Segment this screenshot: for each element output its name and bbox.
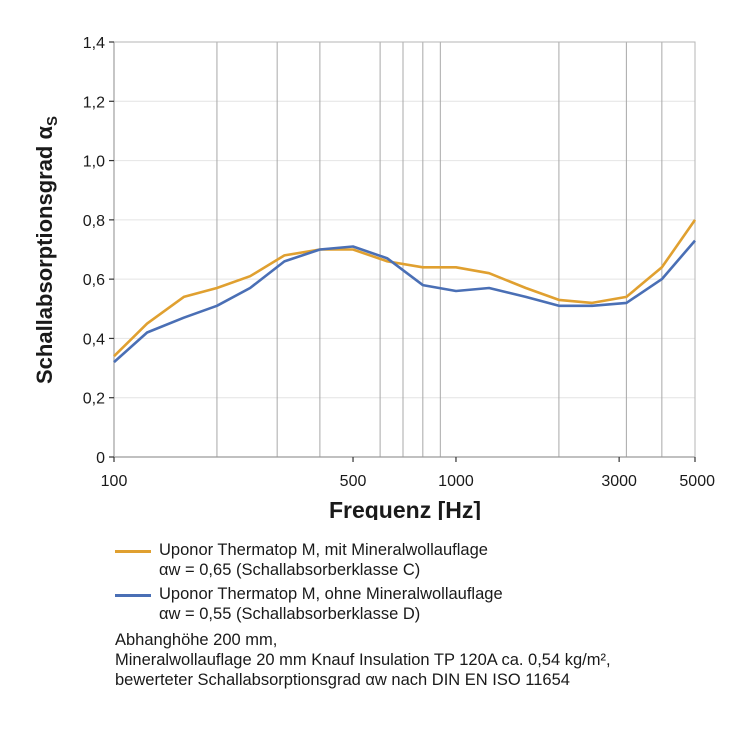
y-tick-label: 0,4 [83, 331, 105, 348]
y-axis-label-main: Schallabsorptionsgrad α [32, 126, 57, 384]
y-axis-ticks: 0 0,2 0,4 0,6 0,8 1,0 1,2 1,4 [83, 35, 114, 467]
y-tick-label: 0,2 [83, 391, 105, 408]
legend-sublabel: αw = 0,55 (Schallabsorberklasse D) [159, 605, 421, 623]
legend-swatch-mit [115, 550, 151, 553]
x-tick-label: 1000 [438, 473, 474, 490]
legend-swatch-ohne [115, 594, 151, 597]
gridlines [113, 42, 695, 458]
x-tick-label: 3000 [601, 473, 637, 490]
y-tick-label: 1,0 [83, 154, 105, 171]
series-line-ohne [113, 239, 696, 364]
x-tick-label: 100 [101, 473, 128, 490]
legend-entry-ohne: Uponor Thermatop M, ohne Mineralwollaufl… [115, 584, 611, 624]
y-tick-label: 0,8 [83, 213, 105, 230]
y-axis-label: Schallabsorptionsgrad αS [32, 116, 61, 384]
y-tick-label: 0,6 [83, 272, 105, 289]
legend-label: Uponor Thermatop M, mit Mineralwollaufla… [159, 541, 488, 559]
y-tick-label: 0 [96, 450, 105, 467]
footnote-line: Abhanghöhe 200 mm, [115, 631, 278, 649]
series-line-mit [113, 219, 697, 358]
legend-sublabel: αw = 0,65 (Schallabsorberklasse C) [159, 561, 421, 579]
absorption-chart: 0 0,2 0,4 0,6 0,8 1,0 1,2 1,4 100 500 1000 3000 500… [32, 35, 715, 520]
series-lines [113, 219, 697, 364]
legend-label: Uponor Thermatop M, ohne Mineralwollaufl… [159, 585, 503, 603]
footnote-line: bewerteter Schallabsorptionsgrad αw nach… [115, 671, 570, 689]
legend: Uponor Thermatop M, mit Mineralwollaufla… [115, 540, 611, 690]
x-axis-label: Frequenz [Hz] [329, 497, 481, 520]
x-tick-label: 500 [340, 473, 367, 490]
y-axis-label-sub: S [44, 116, 61, 126]
y-tick-label: 1,4 [83, 35, 105, 52]
legend-entry-mit: Uponor Thermatop M, mit Mineralwollaufla… [115, 540, 611, 580]
x-tick-label: 5000 [679, 473, 715, 490]
footnote: Abhanghöhe 200 mm, Mineralwollauflage 20… [115, 630, 611, 690]
x-axis-ticks: 100 500 1000 3000 5000 [101, 457, 715, 490]
plot-frame [113, 41, 696, 458]
y-tick-label: 1,2 [83, 94, 105, 111]
footnote-line: Mineralwollauflage 20 mm Knauf Insulatio… [115, 651, 611, 669]
